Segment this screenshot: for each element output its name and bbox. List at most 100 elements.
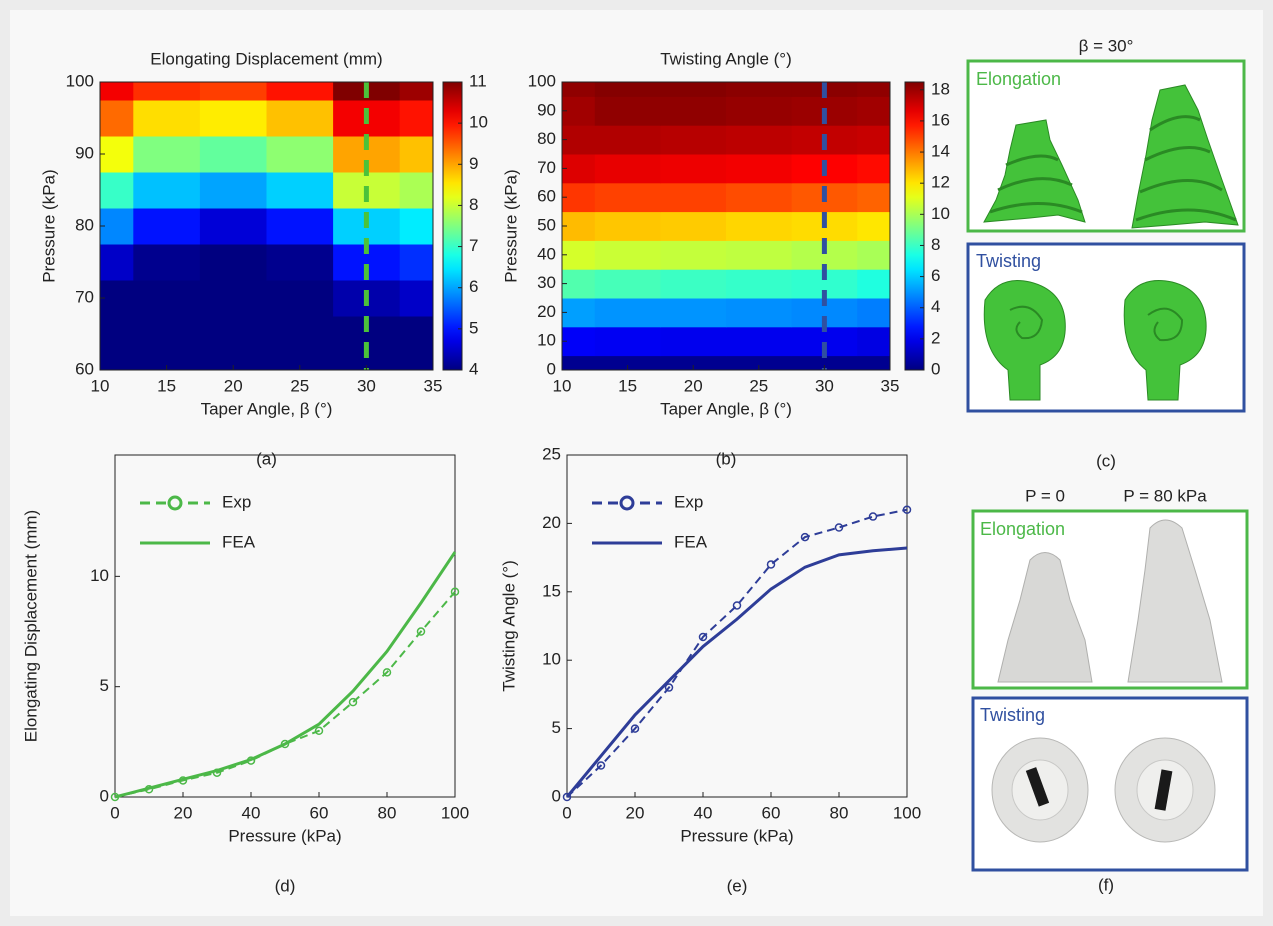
colorbar-tick-label: 4 — [931, 297, 940, 316]
heatmap-cell — [594, 298, 661, 328]
data-point — [562, 792, 572, 802]
x-axis-label: Taper Angle, β (°) — [660, 399, 792, 418]
heatmap-cell — [726, 355, 793, 370]
x-tick-label: 80 — [830, 803, 849, 822]
colorbar-tick-label: 10 — [931, 204, 950, 223]
heatmap-cell — [399, 208, 433, 245]
heatmap-cell — [660, 211, 727, 241]
heatmap-cell — [660, 355, 727, 370]
heatmap-cell — [100, 82, 134, 101]
heatmap-cell — [594, 96, 661, 126]
x-tick-label: 35 — [881, 376, 900, 395]
heatmap-cells — [562, 82, 890, 370]
data-point — [382, 668, 392, 677]
y-tick-label: 70 — [537, 158, 556, 177]
x-tick-label: 30 — [357, 376, 376, 395]
box-label: Elongation — [980, 519, 1065, 539]
heatmap-cell — [399, 280, 433, 317]
colorbar — [442, 81, 463, 371]
heatmap-cell — [726, 96, 793, 126]
heatmap-cell — [562, 154, 596, 184]
heatmap-cell — [660, 96, 727, 126]
heatmap-cell — [199, 352, 267, 370]
heatmap-cell — [594, 326, 661, 357]
chart-title: Twisting Angle (°) — [660, 49, 792, 68]
heatmap-cell — [594, 182, 661, 213]
heatmap-cell — [660, 125, 727, 155]
y-axis-label: Elongating Displacement (mm) — [21, 510, 40, 742]
y-tick-label: 30 — [537, 273, 556, 292]
heatmap-cell — [199, 244, 267, 281]
chart-title: Elongating Displacement (mm) — [150, 49, 382, 68]
heatmap-cell — [100, 172, 134, 209]
data-point — [348, 697, 358, 707]
heatmap-cell — [100, 136, 134, 173]
heatmap-cell — [199, 136, 267, 173]
legend-label: FEA — [674, 532, 708, 551]
x-tick-label: 100 — [441, 803, 469, 822]
heatmap-cell — [660, 182, 727, 213]
y-tick-label: 100 — [66, 71, 94, 90]
y-tick-label: 5 — [552, 718, 561, 737]
heatmap-cell — [199, 280, 267, 317]
y-axis-label: Pressure (kPa) — [501, 169, 520, 282]
heatmap-cell — [562, 240, 596, 270]
photo-top-views — [991, 737, 1216, 843]
panel-caption: (b) — [716, 449, 737, 468]
heatmap-cell — [266, 352, 334, 370]
heatmap-cell — [726, 326, 793, 357]
y-tick-label: 80 — [537, 129, 556, 148]
legend-label: FEA — [222, 532, 256, 551]
heatmap-cell — [199, 208, 267, 245]
x-tick-label: 20 — [174, 803, 193, 822]
colorbar-tick-label: 7 — [469, 236, 478, 255]
heatmap-cell — [660, 240, 727, 270]
condition-label: P = 80 kPa — [1123, 486, 1207, 505]
heatmap-cell — [660, 82, 727, 97]
heatmap-cell — [399, 82, 433, 101]
y-tick-label: 0 — [552, 786, 561, 805]
x-tick-label: 20 — [626, 803, 645, 822]
heatmap-cell — [100, 316, 134, 353]
x-tick-label: 40 — [694, 803, 713, 822]
heatmap-cell — [266, 172, 334, 209]
heatmap-cell — [594, 125, 661, 155]
colorbar — [904, 81, 925, 371]
heatmap-cell — [266, 280, 334, 317]
cone-short — [983, 119, 1086, 223]
heatmap-cell — [399, 100, 433, 137]
heatmap-cell — [660, 326, 727, 357]
x-tick-label: 10 — [91, 376, 110, 395]
heatmap-cell — [726, 269, 793, 299]
panel-caption: (a) — [256, 449, 277, 468]
heatmap-cell — [100, 244, 134, 281]
heatmap-cell — [594, 154, 661, 184]
heatmap-cell — [133, 100, 201, 137]
heatmap-cell — [562, 355, 596, 370]
data-point — [416, 627, 426, 636]
legend-label: Exp — [674, 492, 703, 511]
y-tick-label: 10 — [537, 331, 556, 350]
data-point — [314, 726, 324, 736]
colorbar-tick-label: 2 — [931, 328, 940, 347]
heatmap-cell — [726, 211, 793, 241]
box-label: Twisting — [980, 705, 1045, 725]
x-tick-label: 15 — [157, 376, 176, 395]
data-point — [732, 601, 742, 610]
heatmap-cell — [857, 125, 890, 155]
heatmap-cell — [199, 82, 267, 101]
heatmap-cell — [562, 326, 596, 357]
heatmap-cell — [857, 96, 890, 126]
heatmap-cell — [594, 211, 661, 241]
heatmap-cell — [857, 298, 890, 328]
heatmap-cell — [266, 136, 334, 173]
cone-long — [1131, 84, 1239, 229]
plot-frame — [99, 81, 434, 371]
x-tick-label: 20 — [224, 376, 243, 395]
photo-cones — [997, 519, 1223, 683]
data-point — [800, 532, 810, 542]
heatmap-cell — [726, 298, 793, 328]
x-axis-label: Taper Angle, β (°) — [201, 399, 333, 418]
data-point — [630, 724, 640, 733]
